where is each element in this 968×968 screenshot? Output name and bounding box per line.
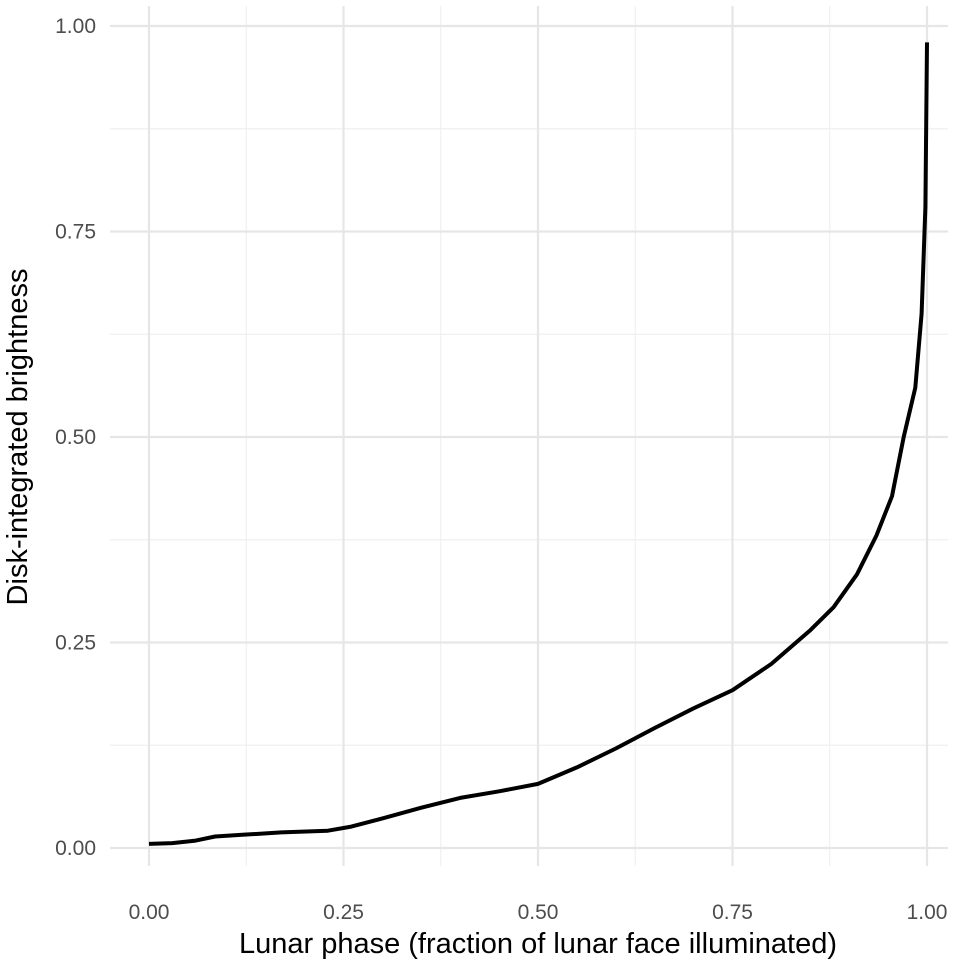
y-tick-label: 1.00 [55, 15, 96, 38]
x-tick-label: 0.75 [712, 901, 753, 924]
x-tick-label: 0.50 [518, 901, 559, 924]
x-axis-title: Lunar phase (fraction of lunar face illu… [239, 928, 837, 960]
series-group [148, 42, 929, 846]
x-tick-labels: 0.00 0.25 0.50 0.75 1.00 [129, 901, 948, 924]
y-axis-title: Disk-integrated brightness [2, 269, 34, 606]
gridlines [110, 6, 948, 866]
y-tick-labels: 0.00 0.25 0.50 0.75 1.00 [55, 15, 96, 860]
y-tick-label: 0.25 [55, 632, 96, 655]
y-tick-label: 0.75 [55, 221, 96, 244]
x-tick-label: 0.25 [323, 901, 364, 924]
series-line [148, 42, 929, 846]
y-tick-label: 0.00 [55, 837, 96, 860]
y-tick-label: 0.50 [55, 426, 96, 449]
x-tick-label: 0.00 [129, 901, 170, 924]
x-tick-label: 1.00 [907, 901, 948, 924]
